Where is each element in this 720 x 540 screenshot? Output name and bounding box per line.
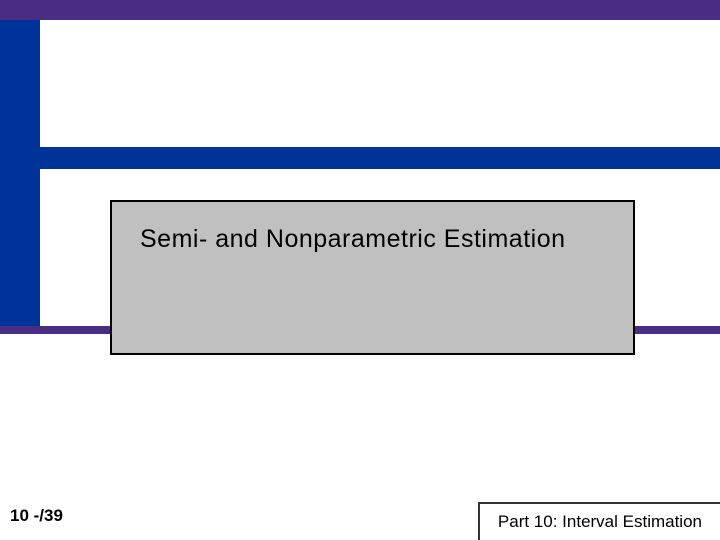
title-box: Semi- and Nonparametric Estimation [110, 200, 635, 355]
part-label: Part 10: Interval Estimation [498, 512, 702, 531]
slide-title: Semi- and Nonparametric Estimation [140, 224, 605, 255]
page-number: 10 -/39 [10, 506, 63, 526]
left-blue-block [0, 20, 40, 330]
horizontal-blue-stripe [0, 147, 720, 169]
part-label-box: Part 10: Interval Estimation [478, 502, 720, 540]
top-accent-bar [0, 0, 720, 20]
